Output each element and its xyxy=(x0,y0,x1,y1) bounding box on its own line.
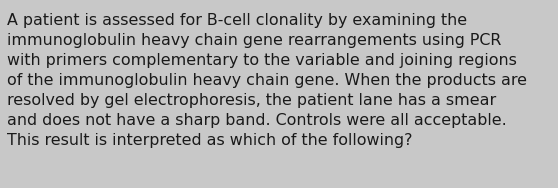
Text: A patient is assessed for B-cell clonality by examining the
immunoglobulin heavy: A patient is assessed for B-cell clonali… xyxy=(7,13,527,148)
